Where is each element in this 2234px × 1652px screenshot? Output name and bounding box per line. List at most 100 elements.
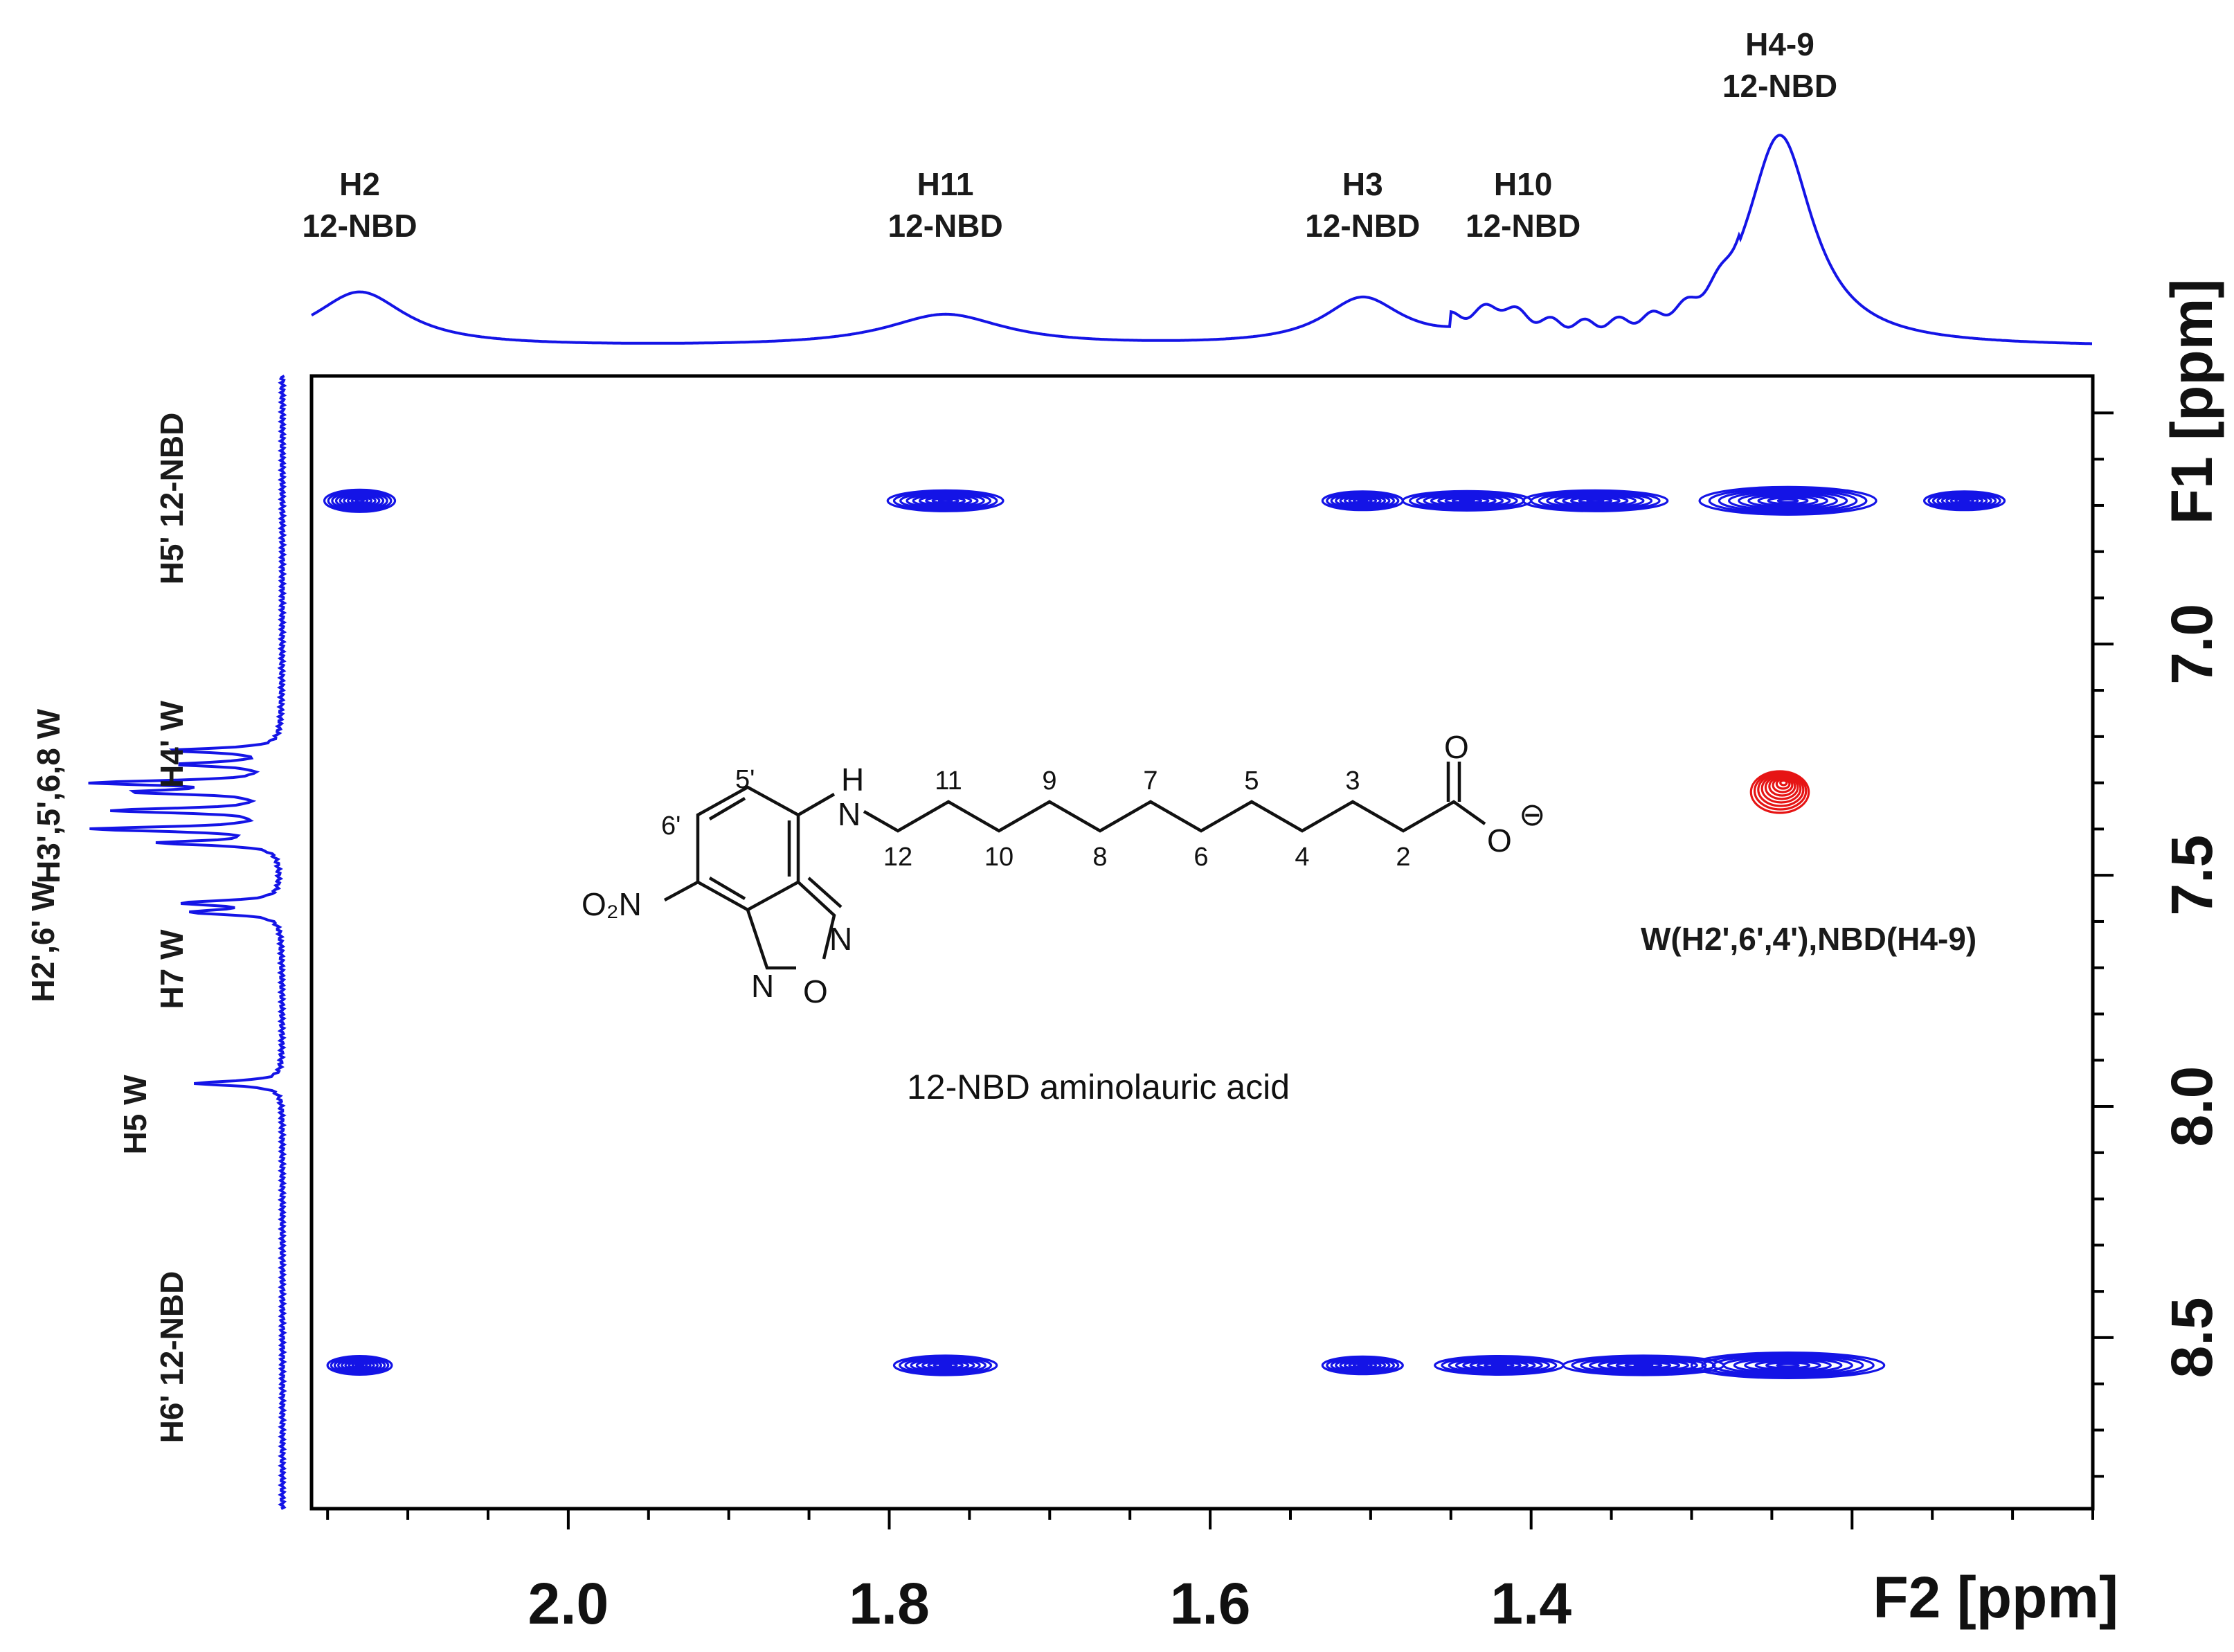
contour-level: [1747, 493, 1828, 508]
structure-text: H N O O ⊖ O₂N N N O 5' 6' 11 9 7 5 3 12 10 8 6 4 2…: [582, 729, 1546, 1106]
contour-level: [1754, 1360, 1821, 1371]
negative-cross-peak: [1749, 770, 1810, 814]
contour-level: [1538, 491, 1653, 510]
oxadiazole-ring: [746, 881, 836, 970]
chain-position-label: 6: [1193, 843, 1208, 872]
contour-level: [327, 490, 393, 512]
contour-level: [1459, 499, 1475, 503]
contour-level: [1722, 1356, 1853, 1375]
ring-n-right-label: N: [829, 921, 852, 957]
benzene-inner-bonds: [708, 797, 791, 900]
contour-level: [1357, 1363, 1369, 1367]
f2-axis: 2.0 1.8 1.6 1.4: [326, 1509, 2094, 1636]
contour-level: [1958, 499, 1970, 503]
f2-tick-label: 1.6: [1170, 1571, 1251, 1636]
plot-frame: [309, 374, 2095, 1511]
positive-cross-peak: [1698, 485, 1877, 516]
contour-level: [1357, 499, 1369, 503]
f1-tick-label: 7.5: [2159, 835, 2224, 916]
f2-projection: H2 12-NBD H11 12-NBD H3 12-NBD H10 12-NBD H4-9 12…: [302, 26, 2092, 345]
contour-level: [918, 494, 973, 507]
chain-position-label: 2: [1396, 843, 1410, 872]
contour-level: [925, 496, 966, 505]
contour-level: [1733, 1357, 1843, 1374]
contour-level: [339, 493, 381, 508]
f1-peak-label: H3',5',6,8 W: [30, 708, 66, 883]
nitro-bond: [663, 881, 699, 901]
f1-tick-label: 8.0: [2159, 1066, 2224, 1147]
positive-cross-peak: [1321, 490, 1404, 512]
f2-peak-label: H4-9: [1745, 26, 1814, 62]
f2-peak-label: H11: [917, 166, 974, 202]
f2-peak-label: H3: [1342, 166, 1383, 202]
chain-position-label: 3: [1345, 766, 1360, 796]
f2-tick-label: 2.0: [528, 1571, 609, 1636]
f1-projection-trace: [88, 375, 287, 1510]
contour-level: [350, 497, 369, 505]
contour-level: [892, 490, 998, 512]
chemical-structure: [663, 762, 1486, 970]
oxadiazole-inner-bond: [807, 877, 843, 908]
ring-pos-5-label: 5': [735, 765, 755, 794]
f2-projection-trace: [311, 134, 2092, 345]
carbonyl-bond: [1446, 762, 1461, 802]
f1-axis: 7.0 7.5 8.0 8.5: [2093, 411, 2224, 1478]
contour-level: [1633, 1363, 1654, 1368]
contour-level: [323, 488, 397, 513]
contour-level: [1757, 772, 1805, 807]
positive-cross-peak: [892, 1354, 998, 1376]
contour-level: [937, 498, 953, 503]
positive-cross-peak: [1690, 1351, 1886, 1379]
chain-position-label: 10: [984, 843, 1014, 872]
f1-projection: H5' 12-NBD H4' W H3',5',6,8 WH2',6' W H7 W H…: [25, 375, 287, 1510]
nh-bond: [797, 793, 836, 816]
ring-o-label: O: [803, 973, 828, 1009]
negative-peak-label: W(H2',6',4'),NBD(H4-9): [1641, 921, 1976, 957]
f2-peak-label: H10: [1494, 166, 1552, 202]
contour-level: [1767, 496, 1809, 505]
f2-peak-label-sub: 12-NBD: [302, 208, 417, 244]
contour-level: [1562, 494, 1629, 507]
contour-level: [1768, 775, 1796, 797]
benzene-ring: [696, 785, 800, 912]
chain-position-label: 4: [1295, 843, 1309, 872]
contour-level: [1708, 487, 1868, 514]
contour-level: [1727, 490, 1848, 512]
contour-level: [1760, 773, 1802, 804]
compound-name: 12-NBD aminolauric acid: [907, 1068, 1290, 1106]
contour-level: [334, 492, 385, 510]
f1-peak-label: H4' W: [154, 700, 190, 788]
contour-level: [1711, 1354, 1864, 1376]
contour-level: [899, 491, 992, 510]
f2-peak-label: H2: [339, 166, 380, 202]
charge-label: ⊖: [1519, 796, 1546, 832]
f2-peak-label-sub: 12-NBD: [1305, 208, 1420, 244]
contour-level: [1764, 775, 1799, 800]
f2-peak-label-sub: 12-NBD: [1466, 208, 1580, 244]
contour-level: [1570, 496, 1621, 505]
contour-level: [1776, 1363, 1800, 1368]
contour-level: [1490, 1363, 1508, 1368]
chain-position-label: 12: [883, 843, 912, 872]
contour-level: [1772, 777, 1794, 793]
contour-level: [1757, 494, 1819, 507]
ring-n-bottom-label: N: [751, 968, 774, 1004]
f2-peak-label-sub: 12-NBD: [1722, 68, 1837, 104]
positive-cross-peak: [1401, 490, 1533, 512]
chain-position-label: 9: [1042, 766, 1056, 796]
f1-peak-label: H2',6' W: [25, 881, 61, 1003]
contour-level: [1546, 492, 1645, 509]
positive-cross-peak: [1434, 1354, 1565, 1376]
contour-level: [938, 1363, 953, 1368]
contour-level: [1744, 1358, 1832, 1372]
alkyl-chain: [863, 800, 1486, 833]
contour-level: [906, 492, 985, 509]
contour-level: [1701, 1353, 1875, 1378]
positive-cross-peak: [1522, 489, 1669, 512]
ring-pos-6-label: 6': [661, 811, 681, 841]
f1-axis-title: F1 [ppm]: [2159, 279, 2224, 525]
f2-peak-label-sub: 12-NBD: [888, 208, 1003, 244]
contour-level: [1530, 490, 1661, 512]
positive-cross-peak: [323, 488, 397, 513]
